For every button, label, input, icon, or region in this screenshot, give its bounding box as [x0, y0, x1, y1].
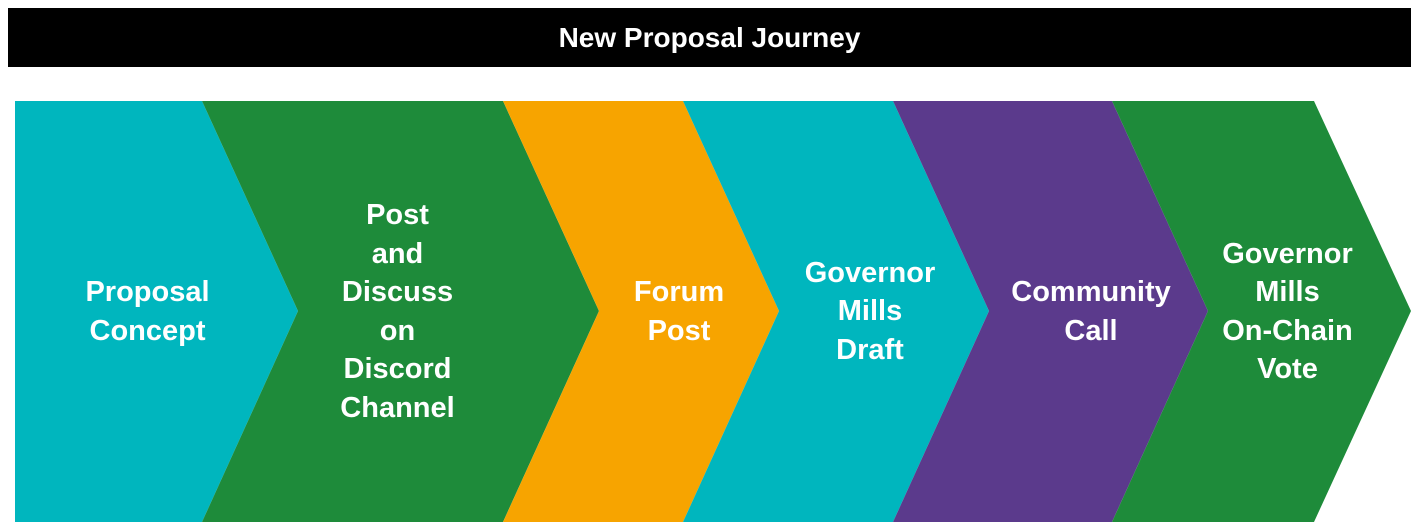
stage-label-proposal-concept: Proposal Concept	[85, 276, 210, 347]
stage-label-forum-post: Forum Post	[633, 276, 725, 347]
stage-label-discord: Post and Discuss on Discord Channel	[340, 199, 455, 424]
stage-shape-governor-mills-draft	[683, 101, 989, 522]
stage-shape-forum-post	[503, 101, 779, 522]
stage-label-community-call: Community Call	[1011, 276, 1171, 347]
stage-shape-discord	[202, 101, 599, 522]
stage-shape-community-call	[893, 101, 1208, 522]
page-title: New Proposal Journey	[558, 21, 861, 53]
title-bar: New Proposal Journey	[8, 8, 1411, 67]
stage-label-governor-mills-draft: Governor Mills Draft	[804, 256, 936, 366]
stage-shape-proposal-concept	[15, 101, 298, 522]
stage-shape-on-chain-vote	[1112, 101, 1411, 522]
stage-label-on-chain-vote: Governor Mills On-Chain Vote	[1222, 237, 1353, 386]
